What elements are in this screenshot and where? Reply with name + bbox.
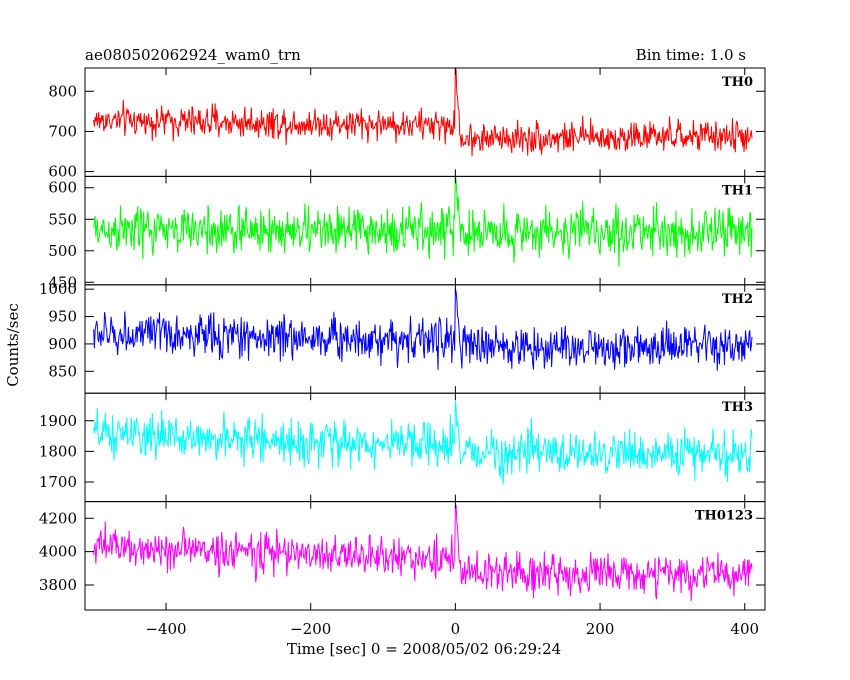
series-th0 (93, 68, 753, 157)
y-tick-label: 600 (48, 163, 77, 181)
y-tick-label: 550 (48, 210, 77, 228)
series-th1 (93, 176, 753, 267)
y-tick-label: 850 (48, 362, 77, 380)
y-tick-label: 4200 (39, 509, 77, 527)
y-tick-label: 600 (48, 179, 77, 197)
bin-time-label: Bin time: 1.0 s (636, 46, 746, 64)
panel-label: TH0123 (695, 509, 753, 524)
panel-th3: 1700 1800 1900 TH3 (39, 392, 766, 503)
y-tick-label: 1700 (39, 473, 77, 491)
y-tick-label: 3800 (39, 576, 77, 594)
panel-label: TH0 (722, 75, 753, 90)
x-axis-label: Time [sec] 0 = 2008/05/02 06:29:24 (287, 640, 561, 658)
x-tick-label: −400 (145, 620, 186, 638)
chart-title: ae080502062924_wam0_trn (85, 46, 301, 64)
y-tick-label: 700 (48, 122, 77, 140)
series-th0123 (93, 504, 753, 601)
series-th2 (93, 288, 753, 371)
panel-label: TH2 (722, 292, 753, 307)
x-tick-label: 0 (451, 620, 461, 638)
y-tick-label: 1800 (39, 442, 77, 460)
y-tick-label: 800 (48, 82, 77, 100)
panel-frame (84, 392, 766, 503)
y-tick-label: 1900 (39, 412, 77, 430)
x-tick-label: 200 (586, 620, 615, 638)
panel-th0: 600 700 800 TH0 (48, 67, 766, 181)
panel-th1: 450 500 550 600 TH1 (48, 175, 766, 291)
panel-frame (84, 501, 766, 611)
panel-th2: 850 900 950 1000 TH2 (39, 280, 766, 394)
y-tick-label: 450 (48, 273, 77, 291)
y-tick-label: 900 (48, 335, 77, 353)
y-tick-label: 500 (48, 242, 77, 260)
y-axis-label: Counts/sec (4, 303, 22, 387)
x-tick-label: −200 (290, 620, 331, 638)
x-tick-label: 400 (730, 620, 759, 638)
panel-label: TH3 (722, 400, 753, 415)
panel-th0123: 3800 4000 4200 TH0123 (39, 501, 766, 611)
series-th3 (93, 400, 753, 485)
panel-label: TH1 (722, 183, 753, 198)
y-tick-label: 950 (48, 308, 77, 326)
y-tick-label: 4000 (39, 543, 77, 561)
y-tick-label: 1000 (39, 280, 77, 298)
panels-group: 600 700 800 TH0 450 500 550 600 TH1 850 900 950 1000… (39, 67, 766, 638)
